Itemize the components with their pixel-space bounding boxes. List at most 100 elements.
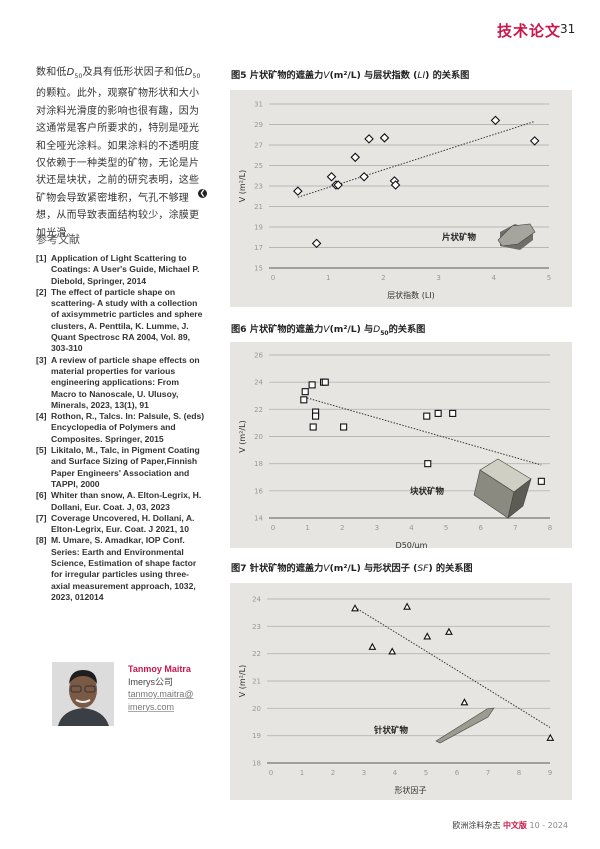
y-tick-label: 22 [254,406,263,414]
x-tick-label: 3 [362,769,366,777]
text-segment: 50 [380,329,389,337]
footer: 欧洲涂料杂志 中文版 10 - 2024 [452,820,568,831]
data-point [490,115,501,126]
trendline [297,120,535,198]
y-tick-label: 22 [252,650,261,658]
x-tick-label: 7 [486,769,490,777]
footer-magazine: 欧洲涂料杂志 [452,821,501,830]
data-point [424,460,432,468]
y-axis-label: V (m²/L) [238,170,247,202]
y-axis-label: V (m²/L) [238,665,247,697]
y-tick-label: 18 [254,460,263,468]
text-segment: (m²/L) 与 [329,324,374,335]
x-tick-label: 2 [340,524,344,532]
data-point [350,152,361,163]
y-tick-label: 18 [252,760,261,768]
reference-item: [8] M. Umare, S. Amadkar, IOP Conf. Serie… [36,535,206,603]
x-tick-label: 0 [271,524,275,532]
y-tick-label: 23 [254,183,263,191]
text-segment: 图7 针状矿物的遮盖力 [231,563,324,574]
data-point [359,171,369,182]
reference-number: [7] [36,512,47,523]
text-segment: 的颗粒。此外，观察矿物形状和大小对涂料光滑度的影响也很有趣，因为这通常是客户所要… [36,88,200,239]
y-tick-label: 17 [254,244,263,252]
data-point [301,388,309,396]
text-segment: V [323,324,330,335]
text-segment: D [184,67,193,78]
author-name: Tanmoy Maitra [128,664,191,674]
data-point [364,134,374,144]
x-tick-label: 1 [300,769,304,777]
reference-number: [1] [36,253,47,263]
reference-text: Application of Light Scattering to Coati… [51,253,200,286]
text-segment: 数和低 [36,67,67,78]
references-heading: 参考文献 [36,233,80,246]
x-axis-label: 层状指数 (LI) [387,290,435,300]
data-point [390,180,401,190]
author-email-line1[interactable]: tanmoy.maitra@ [128,689,194,699]
section-title: 技术论文 [497,22,562,40]
data-point [449,409,457,417]
figure-7-chart: 18 19 20 21 22 23 24 0 1 2 3 4 5 6 7 8 9 形状因子 V (m²/L) 针状矿物 [230,583,572,800]
text-segment: 50 [74,73,83,80]
y-tick-label: 25 [254,162,263,170]
reference-text: Rothon, R., Talcs. In: Palsule, S. (eds)… [51,411,205,444]
data-point [308,381,316,389]
y-tick-label: 24 [254,379,263,387]
text-segment: (m²/L) 与层状指数 ( [329,70,418,81]
reference-text: M. Umare, S. Amadkar, IOP Conf. Series: … [51,535,197,602]
text-segment: SF [417,563,429,574]
data-point [340,423,348,431]
x-tick-label: 5 [444,524,448,532]
x-tick-label: 2 [381,274,385,282]
text-segment: 图5 片状矿物的遮盖力 [231,70,324,81]
x-tick-label: 5 [547,274,551,282]
reference-number: [8] [36,535,47,546]
x-tick-label: 0 [271,274,275,282]
mineral-type-label: 块状矿物 [410,486,445,497]
x-tick-label: 5 [424,769,428,777]
text-segment: ) 的关系图 [428,563,473,574]
x-tick-label: 9 [548,769,552,777]
data-point [368,642,377,650]
x-tick-label: 8 [517,769,521,777]
y-tick-label: 20 [252,705,261,713]
data-point [321,378,329,386]
reference-item: [4] Rothon, R., Talcs. In: Palsule, S. (e… [36,411,206,445]
y-tick-label: 16 [254,487,263,495]
data-point [546,733,555,741]
data-point [460,698,469,706]
block-cube-icon [473,458,532,519]
x-tick-label: 2 [331,769,335,777]
data-point [293,186,303,196]
x-tick-label: 7 [513,524,517,532]
reference-item: [7] Coverage Uncovered, H. Dollani, A. El… [36,513,206,536]
data-point [300,396,308,404]
text-segment: ) 的关系图 [425,70,470,81]
x-axis-label: D50/μm [396,541,428,548]
trendline [304,396,542,466]
data-point [333,180,343,190]
y-tick-label: 21 [254,203,263,211]
data-point [445,627,453,635]
text-segment: 图6 片状矿物的遮盖力 [231,324,324,335]
reference-number: [3] [36,354,47,365]
reference-text: A review of particle shape effects on ma… [51,354,200,410]
x-tick-label: 6 [479,524,484,532]
trendline [354,606,551,728]
author-email-line2[interactable]: imerys.com [128,701,175,712]
y-tick-label: 24 [252,596,261,604]
y-tick-label: 15 [254,265,263,273]
y-tick-label: 29 [254,121,263,129]
x-tick-label: 0 [269,769,273,777]
data-point [529,136,540,146]
x-tick-label: 4 [492,274,497,282]
page-number: 31 [560,22,576,36]
data-point [311,238,322,249]
reference-item: [6] Whiter than snow, A. Elton-Legrix, H.… [36,490,206,513]
text-segment: 及具有低形状因子和低 [82,67,185,78]
author-info: Tanmoy Maitra Imerys公司 tanmoy.maitra@ im… [128,663,194,713]
x-tick-label: 4 [393,769,398,777]
reference-text: Whiter than snow, A. Elton-Legrix, H. Do… [51,490,202,512]
y-tick-label: 27 [254,142,263,150]
